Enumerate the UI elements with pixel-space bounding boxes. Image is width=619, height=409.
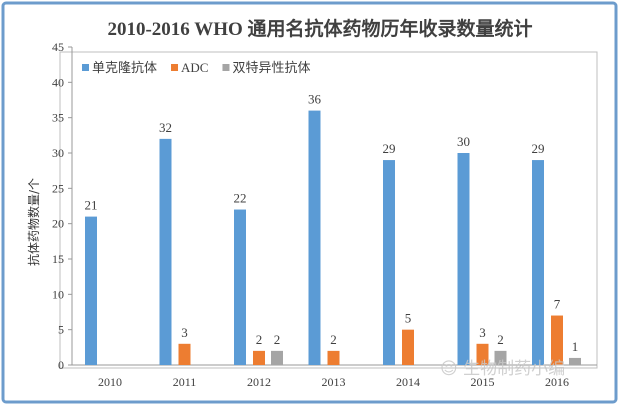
bar-单克隆抗体-2012 xyxy=(234,209,246,365)
y-tick-label: 20 xyxy=(52,217,64,231)
y-axis-label: 抗体药物数量/个 xyxy=(26,178,41,266)
plot-area-border xyxy=(59,51,598,369)
bar-双特异性抗体-2012 xyxy=(271,350,283,365)
data-label: 30 xyxy=(457,134,470,149)
x-tick-label: 2013 xyxy=(322,375,346,389)
legend-label: 双特异性抗体 xyxy=(232,61,310,76)
data-label: 7 xyxy=(554,297,561,312)
data-label: 2 xyxy=(256,332,263,347)
bar-ADC-2015 xyxy=(476,343,489,365)
bar-双特异性抗体-2016 xyxy=(569,357,581,365)
legend-label: 单克隆抗体 xyxy=(92,61,157,76)
x-tick-label: 2010 xyxy=(98,375,122,389)
bar-ADC-2013 xyxy=(327,350,340,365)
data-label: 2 xyxy=(330,332,337,347)
legend: 单克隆抗体 ADC 双特异性抗体 xyxy=(82,60,310,76)
y-tick-label: 0 xyxy=(58,358,64,372)
y-tick-label: 30 xyxy=(52,146,64,160)
bar-ADC-2016 xyxy=(551,315,563,365)
data-label: 36 xyxy=(308,92,322,107)
bar-单克隆抗体-2014 xyxy=(383,160,395,365)
bar-双特异性抗体-2015 xyxy=(494,350,507,365)
bar-ADC-2011 xyxy=(178,343,191,365)
x-tick-label: 2016 xyxy=(545,375,569,389)
data-label: 5 xyxy=(405,311,412,326)
bar-ADC-2014 xyxy=(402,329,414,365)
watermark: ☺ 生物制药小编 xyxy=(440,359,565,379)
data-label: 1 xyxy=(572,339,579,354)
y-tick-label: 45 xyxy=(52,40,64,54)
data-label: 3 xyxy=(181,325,188,340)
y-tick-label: 10 xyxy=(52,287,64,301)
data-label: 29 xyxy=(532,141,545,156)
data-label: 2 xyxy=(497,332,504,347)
legend-swatch xyxy=(82,64,89,71)
data-label: 32 xyxy=(159,120,172,135)
x-tick-label: 2011 xyxy=(173,375,197,389)
bar-单克隆抗体-2013 xyxy=(308,110,321,365)
bar-单克隆抗体-2010 xyxy=(85,216,97,365)
y-tick-label: 5 xyxy=(58,323,64,337)
legend-swatch xyxy=(171,64,179,71)
bar-ADC-2012 xyxy=(253,350,265,365)
legend-swatch xyxy=(222,64,230,71)
x-tick-label: 2015 xyxy=(471,375,495,389)
x-tick-label: 2014 xyxy=(396,375,420,389)
data-label: 3 xyxy=(479,325,486,340)
y-tick-label: 40 xyxy=(52,75,64,89)
data-label: 29 xyxy=(383,141,396,156)
y-tick-label: 25 xyxy=(52,181,64,195)
bar-单克隆抗体-2015 xyxy=(457,153,470,365)
legend-label: ADC xyxy=(181,60,208,75)
y-tick-label: 35 xyxy=(52,111,64,125)
x-tick-label: 2012 xyxy=(247,375,271,389)
data-label: 22 xyxy=(234,191,247,206)
wechat-icon: ☺ xyxy=(440,359,463,379)
bar-单克隆抗体-2011 xyxy=(159,138,172,365)
data-label: 21 xyxy=(85,198,98,213)
chart-title: 2010-2016 WHO 通用名抗体药物历年收录数量统计 xyxy=(107,17,532,40)
data-label: 2 xyxy=(274,332,281,347)
bar-单克隆抗体-2016 xyxy=(532,160,544,365)
y-tick-label: 15 xyxy=(52,252,64,266)
